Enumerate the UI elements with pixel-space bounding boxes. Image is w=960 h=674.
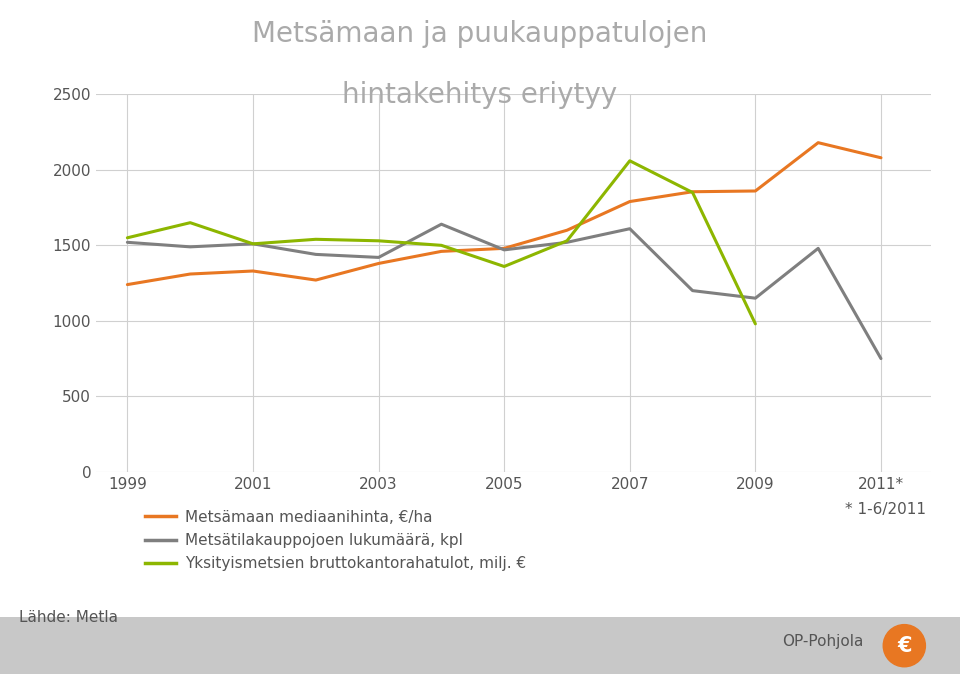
Legend: Metsämaan mediaanihinta, €/ha, Metsätilakauppojoen lukumäärä, kpl, Yksityismetsi: Metsämaan mediaanihinta, €/ha, Metsätila…	[145, 510, 526, 572]
Text: * 1-6/2011: * 1-6/2011	[845, 502, 925, 517]
Circle shape	[883, 625, 925, 667]
Text: hintakehitys eriytyy: hintakehitys eriytyy	[343, 81, 617, 109]
Text: Lähde: Metla: Lähde: Metla	[19, 610, 118, 625]
Text: €: €	[897, 636, 912, 656]
Text: Metsämaan ja puukauppatulojen: Metsämaan ja puukauppatulojen	[252, 20, 708, 49]
Text: OP-Pohjola: OP-Pohjola	[782, 634, 864, 649]
